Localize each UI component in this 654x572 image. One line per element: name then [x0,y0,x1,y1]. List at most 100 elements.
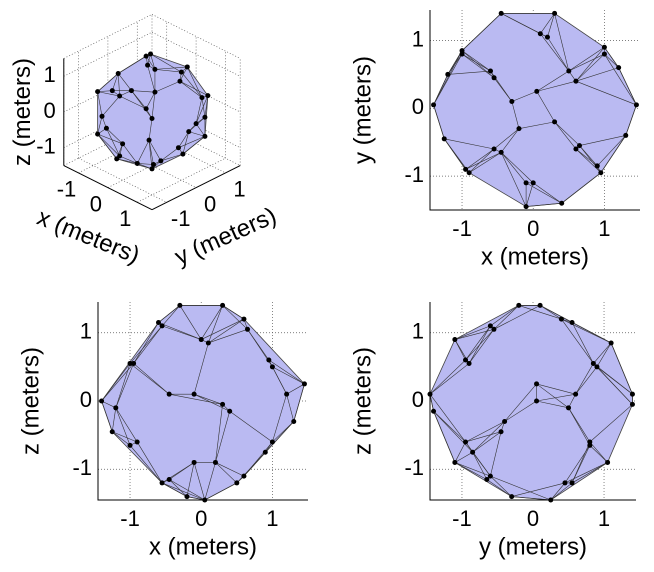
mesh-edge [215,462,245,477]
point [509,99,515,105]
point [184,64,190,70]
mesh-edge [518,121,555,129]
y-tick-label: 0 [204,191,216,216]
point [103,125,109,131]
point [523,180,529,186]
point [509,494,515,500]
point [120,141,126,147]
axis [151,165,241,211]
point [127,360,133,366]
mesh-edge [600,135,627,173]
box-edge [63,14,153,59]
point [152,89,158,95]
point [301,381,307,387]
mesh-edge [536,70,569,92]
mesh-edge [158,305,181,323]
mesh-edge [618,67,637,106]
z-axis-label: z (meters) [9,58,36,166]
mesh-edge [160,147,179,162]
x-tick-label: 1 [598,216,610,241]
mesh-edge [182,136,206,155]
y-tick-label: 1 [412,26,424,51]
point [523,204,529,210]
mesh-edge [129,325,163,364]
point [166,391,172,397]
axis [63,165,153,211]
point [145,62,151,68]
point [95,89,101,95]
mesh-edge [161,325,202,340]
mesh-edge [112,73,119,91]
mesh-edge [200,305,223,340]
mesh-edge [472,431,502,453]
mesh-edge [112,431,131,446]
point [234,480,240,486]
mesh-edge [433,50,463,106]
mesh-edge [137,163,154,165]
mesh-edge [188,131,206,137]
point [623,132,629,138]
point [498,429,504,435]
point [202,133,208,139]
mesh-edge [293,383,305,422]
point [537,302,543,308]
mesh-edge [536,400,569,409]
mesh-edge [168,479,188,497]
mesh-edge [193,462,206,501]
mesh [97,53,209,170]
mesh-edge [150,53,182,73]
mesh-edge [550,482,566,501]
mesh-edge [465,431,502,443]
point [177,78,183,84]
point [131,360,137,366]
mesh-edge [536,383,569,409]
mesh-edge [536,393,576,402]
mesh-edge [147,65,156,93]
mesh-edge [193,393,230,412]
y-tick-label: -1 [171,206,191,231]
mesh-edge [97,133,120,157]
mesh-edge [145,92,156,109]
mesh-edge [571,322,594,364]
mesh-edge [465,421,505,443]
mesh-edge [161,305,181,327]
mesh-edge [468,152,502,173]
point [534,398,540,404]
point [441,136,447,142]
y-axis-label: z (meters) [17,347,44,455]
point [452,459,458,465]
point [629,391,635,397]
point [152,66,158,72]
point [452,337,458,343]
x-tick-label: 1 [266,506,278,531]
point [113,405,119,411]
point [487,473,493,479]
point [463,439,469,445]
mesh-edge [561,172,602,204]
mesh-edge [568,407,591,446]
mesh-edge [181,71,203,98]
mesh-edge [429,393,466,443]
mesh-edge [169,462,195,480]
x-tick-label: -1 [57,177,77,202]
mesh-edge [536,80,577,92]
mesh-edge [500,152,534,184]
point [146,137,152,143]
mesh-edge [97,133,123,145]
y-tick-label: 0 [80,387,92,412]
x-tick-label: -1 [452,506,472,531]
mesh-edge [154,66,188,70]
point [566,68,572,74]
mesh-edge [490,431,502,477]
point [95,131,101,137]
x-tick-label: 0 [90,191,102,216]
mesh-edge [148,118,153,141]
mesh-edge [179,305,202,340]
point [227,408,233,414]
mesh-edge [101,363,131,402]
y-tick-label: -1 [72,455,92,480]
point [587,442,593,448]
hull [429,305,633,501]
mesh-edge [536,91,555,123]
mesh-edge [97,116,103,135]
